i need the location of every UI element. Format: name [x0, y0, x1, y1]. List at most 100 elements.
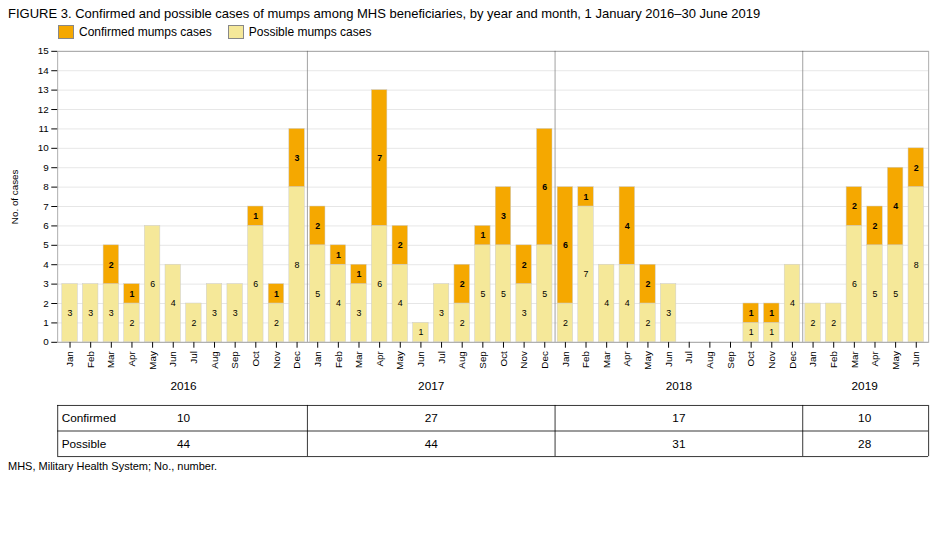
- svg-text:15: 15: [38, 45, 49, 56]
- svg-text:2: 2: [563, 318, 568, 328]
- svg-text:8: 8: [914, 260, 919, 270]
- svg-text:Jul: Jul: [683, 351, 694, 364]
- svg-text:No. of cases: No. of cases: [9, 169, 20, 224]
- svg-text:2017: 2017: [418, 379, 444, 392]
- svg-text:4: 4: [43, 259, 49, 270]
- svg-text:Aug: Aug: [209, 351, 220, 369]
- svg-text:3: 3: [88, 308, 93, 318]
- svg-text:4: 4: [893, 201, 898, 211]
- svg-text:May: May: [890, 351, 901, 370]
- svg-text:11: 11: [39, 123, 49, 134]
- svg-text:May: May: [394, 351, 405, 370]
- svg-text:7: 7: [584, 269, 589, 279]
- svg-text:2: 2: [914, 163, 919, 173]
- svg-text:Mar: Mar: [601, 350, 612, 368]
- svg-text:5: 5: [542, 289, 547, 299]
- svg-text:6: 6: [377, 279, 382, 289]
- svg-text:4: 4: [398, 298, 403, 308]
- svg-text:Jun: Jun: [663, 351, 674, 367]
- svg-text:Mar: Mar: [848, 350, 859, 368]
- svg-text:2: 2: [645, 279, 650, 289]
- svg-text:1: 1: [769, 327, 774, 337]
- svg-text:10: 10: [177, 411, 191, 424]
- svg-text:2: 2: [43, 298, 48, 309]
- svg-text:Apr: Apr: [374, 350, 385, 366]
- svg-text:Jun: Jun: [910, 351, 921, 367]
- svg-text:17: 17: [672, 411, 685, 424]
- svg-text:1: 1: [749, 308, 754, 318]
- svg-text:1: 1: [418, 327, 423, 337]
- svg-text:5: 5: [43, 239, 49, 250]
- svg-text:6: 6: [852, 279, 857, 289]
- svg-text:13: 13: [38, 84, 49, 95]
- svg-text:2: 2: [191, 318, 196, 328]
- svg-text:12: 12: [38, 104, 49, 115]
- svg-text:1: 1: [584, 192, 589, 202]
- svg-text:44: 44: [425, 436, 439, 449]
- svg-text:Jan: Jan: [560, 351, 571, 367]
- svg-text:2: 2: [398, 240, 403, 250]
- svg-text:Jan: Jan: [807, 351, 818, 367]
- svg-text:Nov: Nov: [766, 351, 777, 369]
- svg-text:2019: 2019: [852, 379, 878, 392]
- svg-text:4: 4: [790, 298, 795, 308]
- svg-text:3: 3: [109, 308, 114, 318]
- svg-text:10: 10: [38, 142, 49, 153]
- svg-text:5: 5: [893, 289, 898, 299]
- svg-text:2: 2: [645, 318, 650, 328]
- svg-text:1: 1: [253, 211, 258, 221]
- svg-text:May: May: [147, 351, 158, 370]
- svg-text:3: 3: [295, 153, 300, 163]
- svg-text:Oct: Oct: [498, 351, 509, 367]
- svg-text:Mar: Mar: [353, 350, 364, 368]
- svg-text:4: 4: [604, 298, 609, 308]
- svg-text:4: 4: [625, 221, 630, 231]
- svg-text:28: 28: [858, 436, 872, 449]
- svg-text:Apr: Apr: [621, 350, 632, 366]
- svg-text:44: 44: [177, 436, 191, 449]
- svg-text:10: 10: [858, 411, 872, 424]
- svg-text:3: 3: [233, 308, 238, 318]
- svg-text:3: 3: [666, 308, 671, 318]
- svg-text:5: 5: [501, 289, 506, 299]
- svg-text:Sep: Sep: [725, 351, 736, 369]
- svg-text:3: 3: [357, 308, 362, 318]
- svg-text:2: 2: [274, 318, 279, 328]
- svg-text:1: 1: [336, 250, 341, 260]
- svg-text:Nov: Nov: [518, 351, 529, 369]
- svg-text:Possible: Possible: [62, 436, 107, 449]
- svg-text:9: 9: [43, 162, 48, 173]
- svg-text:6: 6: [43, 220, 49, 231]
- svg-text:1: 1: [274, 289, 279, 299]
- svg-text:6: 6: [253, 279, 258, 289]
- svg-text:Feb: Feb: [333, 351, 344, 368]
- svg-text:Oct: Oct: [745, 351, 756, 367]
- svg-text:1: 1: [480, 230, 485, 240]
- svg-text:Aug: Aug: [704, 351, 715, 369]
- svg-text:Dec: Dec: [291, 351, 302, 369]
- svg-text:3: 3: [43, 278, 49, 289]
- svg-text:Confirmed: Confirmed: [62, 411, 116, 424]
- svg-text:Apr: Apr: [126, 350, 137, 366]
- svg-text:Sep: Sep: [229, 351, 240, 369]
- svg-text:2018: 2018: [666, 379, 693, 392]
- svg-text:1: 1: [129, 289, 134, 299]
- svg-text:1: 1: [749, 327, 754, 337]
- svg-text:Sep: Sep: [477, 351, 488, 369]
- svg-text:7: 7: [377, 153, 382, 163]
- svg-text:2: 2: [460, 318, 465, 328]
- svg-text:3: 3: [439, 308, 444, 318]
- svg-text:4: 4: [625, 298, 630, 308]
- svg-text:0: 0: [43, 336, 49, 347]
- svg-text:3: 3: [212, 308, 217, 318]
- svg-text:6: 6: [563, 240, 568, 250]
- svg-text:2: 2: [522, 260, 527, 270]
- svg-text:Feb: Feb: [85, 351, 96, 368]
- svg-text:6: 6: [542, 182, 547, 192]
- svg-text:2: 2: [460, 279, 465, 289]
- svg-text:4: 4: [171, 298, 176, 308]
- svg-text:5: 5: [480, 289, 485, 299]
- svg-text:2: 2: [129, 318, 134, 328]
- svg-text:Jun: Jun: [415, 351, 426, 367]
- svg-text:May: May: [642, 351, 653, 370]
